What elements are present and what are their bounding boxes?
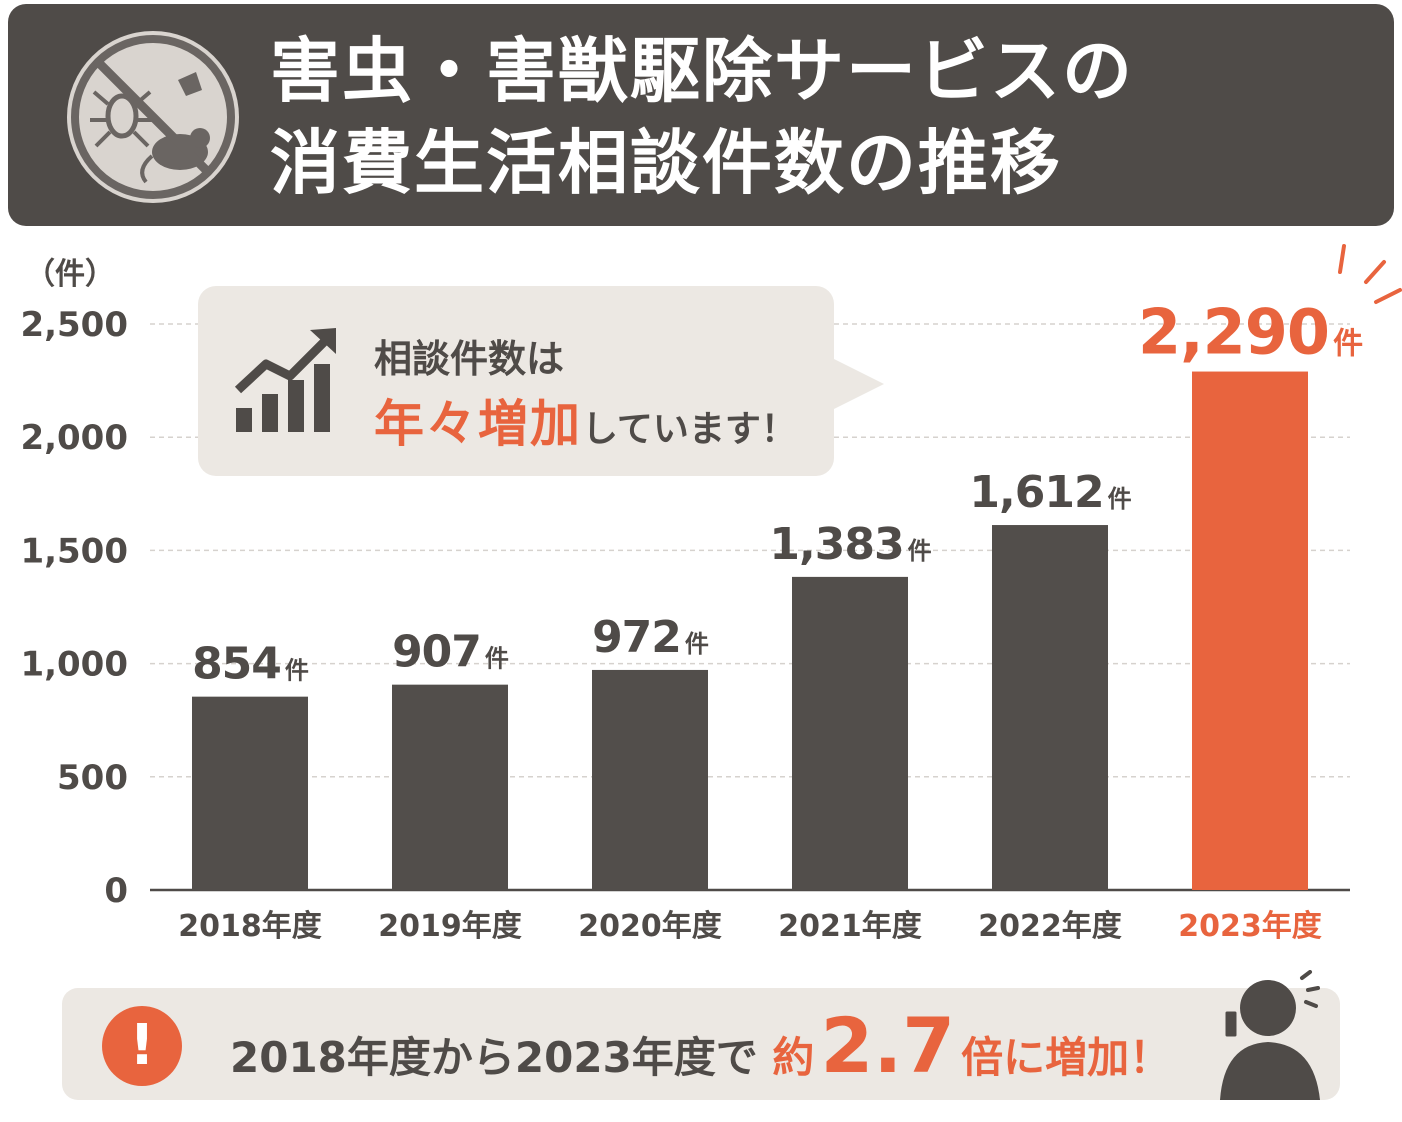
bar-2018年度 [192,696,308,890]
header-banner: 害虫・害獣駆除サービスの 消費生活相談件数の推移 [8,4,1394,226]
title-line-1: 害虫・害獣駆除サービスの [270,30,1134,112]
page-title: 害虫・害獣駆除サービスの 消費生活相談件数の推移 [270,26,1134,210]
summary-part1: 2018年度から2023年度で [230,1033,758,1082]
x-tick-label: 2020年度 [578,909,722,944]
y-tick-label: 1,500 [20,531,128,571]
summary-banner: ! 2018年度から2023年度で 約2.7 倍に増加！ [62,970,1340,1100]
callout-line-1: 相談件数は [374,337,565,381]
emphasis-mark [1338,244,1346,274]
bar-2023年度 [1192,371,1308,890]
callout-line-2: 年々増加しています！ [374,384,797,456]
bar-value-label: 1,383 件 [769,519,931,570]
callout-tail [832,358,884,410]
callout-highlight: 年々増加 [374,395,582,453]
no-pests-icon [67,31,239,203]
y-axis-unit: （件） [25,257,115,292]
summary-multiplier: 2.7 [820,1001,956,1090]
surprised-person-phone-icon [1220,970,1320,1100]
x-tick-label: 2021年度 [778,909,922,944]
bar-2019年度 [392,684,508,890]
summary-suffix: 倍に増加！ [961,1033,1172,1082]
bar-2021年度 [792,576,908,890]
growth-chart-icon [234,328,336,432]
bar-value-label: 2,290 件 [1138,296,1363,369]
warning-icon: ! [102,1006,182,1086]
bar-2022年度 [992,525,1108,890]
summary-prefix: 約 [772,1033,815,1082]
x-tick-label: 2019年度 [378,909,522,944]
bar-2020年度 [592,669,708,890]
emphasis-mark [1374,288,1402,304]
title-line-2: 消費生活相談件数の推移 [270,122,1062,204]
bar-value-label: 972 件 [592,612,709,663]
x-tick-label: 2018年度 [178,909,322,944]
bar-value-label: 854 件 [192,639,309,690]
summary-text: 2018年度から2023年度で 約2.7 倍に増加！ [230,1006,1171,1098]
growth-callout: 相談件数は 年々増加しています！ [198,286,888,476]
bar-value-label: 1,612 件 [969,467,1131,518]
x-tick-label: 2022年度 [978,909,1122,944]
y-tick-label: 0 [104,871,128,911]
emphasis-mark [1364,260,1386,284]
y-tick-label: 1,000 [20,645,128,685]
callout-rest: しています！ [582,409,797,450]
y-tick-label: 500 [57,758,128,798]
y-tick-label: 2,000 [20,418,128,458]
x-tick-label: 2023年度 [1178,909,1322,944]
bar-value-label: 907 件 [392,627,509,678]
y-tick-label: 2,500 [20,305,128,345]
